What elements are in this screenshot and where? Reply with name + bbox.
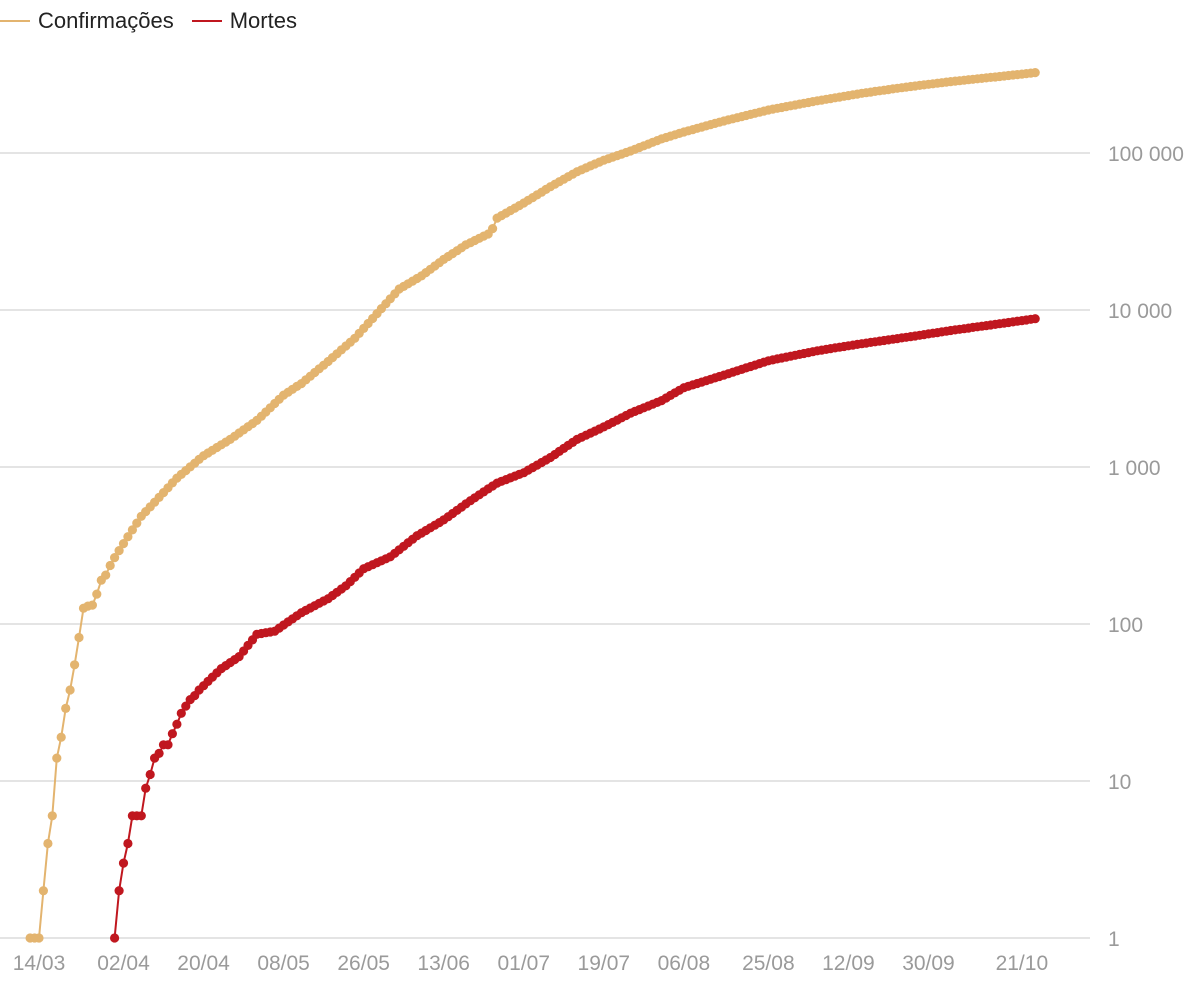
x-tick-label: 25/08	[742, 952, 795, 975]
data-point	[105, 560, 115, 571]
data-point	[101, 570, 111, 580]
y-tick-label: 100	[1108, 614, 1143, 637]
data-point	[181, 701, 191, 711]
data-point	[61, 703, 71, 714]
legend-label: Confirmações	[38, 8, 174, 33]
y-tick-label: 1 000	[1108, 457, 1161, 480]
legend-swatch	[191, 20, 222, 22]
series-line-1	[113, 317, 1036, 939]
data-point	[141, 783, 151, 793]
data-point	[1030, 314, 1040, 324]
data-point	[38, 886, 49, 896]
data-point	[136, 811, 146, 821]
data-point	[43, 838, 53, 849]
x-tick-label: 12/09	[822, 952, 875, 975]
x-tick-label: 14/03	[13, 952, 66, 975]
y-tick-label: 100 000	[1108, 143, 1184, 166]
data-point	[154, 748, 164, 759]
data-point	[114, 546, 124, 556]
data-point	[114, 886, 124, 896]
x-tick-label: 06/08	[658, 952, 711, 975]
data-point	[34, 933, 44, 943]
data-point	[172, 719, 182, 729]
x-tick-label: 13/06	[417, 952, 470, 975]
x-tick-label: 30/09	[902, 952, 955, 975]
x-tick-label: 20/04	[177, 952, 230, 975]
y-tick-label: 1	[1108, 928, 1120, 951]
data-point	[65, 685, 75, 695]
data-point	[123, 532, 133, 542]
data-point	[118, 858, 129, 868]
data-point	[74, 632, 84, 643]
legend-item: Mortes	[191, 8, 297, 34]
data-point	[132, 518, 142, 528]
series-line-0	[30, 71, 1036, 939]
legend: Confirmações Mortes	[0, 6, 297, 36]
data-point	[110, 553, 120, 563]
y-tick-label: 10 000	[1108, 300, 1172, 323]
data-point	[1030, 68, 1040, 78]
data-point	[52, 753, 62, 763]
y-tick-label: 10	[1108, 771, 1131, 794]
x-tick-label: 01/07	[497, 952, 550, 975]
data-point	[123, 838, 133, 849]
data-point	[145, 769, 155, 780]
data-point	[118, 539, 129, 549]
legend-item: Confirmações	[0, 8, 174, 34]
data-point	[56, 732, 66, 742]
data-point	[163, 740, 173, 750]
x-tick-label: 21/10	[996, 952, 1049, 975]
data-point	[167, 729, 177, 739]
x-tick-label: 08/05	[257, 952, 310, 975]
x-tick-label: 19/07	[578, 952, 631, 975]
legend-swatch	[0, 20, 30, 22]
data-point	[176, 708, 186, 718]
data-point	[488, 224, 498, 234]
x-tick-label: 26/05	[337, 952, 390, 975]
data-point	[47, 811, 57, 821]
data-point	[92, 589, 102, 599]
data-point	[87, 600, 97, 610]
data-point	[127, 525, 137, 535]
data-point	[110, 933, 120, 943]
x-tick-label: 02/04	[97, 952, 150, 975]
legend-label: Mortes	[229, 8, 297, 33]
data-point	[70, 660, 80, 670]
